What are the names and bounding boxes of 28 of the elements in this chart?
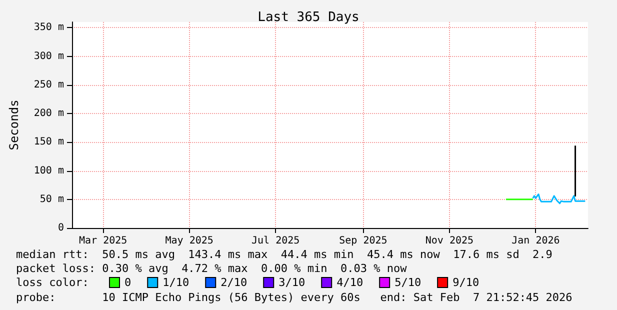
- y-tick-label: 0: [58, 222, 64, 234]
- text: packet loss: 0.30 % avg 4.72 % max 0.00 % min 0.03 % now: [16, 262, 407, 275]
- y-axis-title: Seconds: [7, 100, 21, 150]
- legend-label: 4/10: [336, 276, 364, 289]
- legend-label: 5/10: [394, 276, 422, 289]
- x-tick-label: Jul 2025: [251, 236, 300, 246]
- legend-label: 1/10: [162, 276, 190, 289]
- y-tick-label: 250 m: [34, 79, 64, 90]
- x-tick-label: Sep 2025: [339, 236, 388, 246]
- y-tick-label: 100 m: [34, 165, 64, 176]
- text: median rtt: 50.5 ms avg 143.4 ms max 44.4 ms min 45.4 ms now 17.6 ms sd 2.9: [16, 248, 552, 261]
- legend-label: 9/10: [452, 276, 480, 289]
- text: probe: 10 ICMP Echo Pings (56 Bytes) every 60s end: Sat Feb 7 21:52:45 2026: [16, 291, 572, 304]
- x-tick-label: May 2025: [165, 236, 214, 246]
- legend-label: 2/10: [220, 276, 248, 289]
- legend-label: 3/10: [278, 276, 306, 289]
- legend-title: loss color:: [16, 276, 89, 289]
- chart-title: Last 365 Days: [258, 10, 360, 25]
- legend-label: 0: [124, 276, 132, 289]
- x-tick-label: Mar 2025: [79, 236, 128, 246]
- y-tick-label: 50 m: [40, 194, 64, 205]
- y-tick-label: 350 m: [34, 22, 64, 34]
- x-tick-label: Nov 2025: [425, 236, 474, 246]
- y-tick-label: 200 m: [34, 108, 64, 120]
- line-series: [532, 193, 586, 204]
- y-tick-label: 150 m: [34, 136, 64, 148]
- x-tick-label: Jan 2026: [512, 236, 560, 246]
- y-tick-label: 300 m: [34, 50, 64, 62]
